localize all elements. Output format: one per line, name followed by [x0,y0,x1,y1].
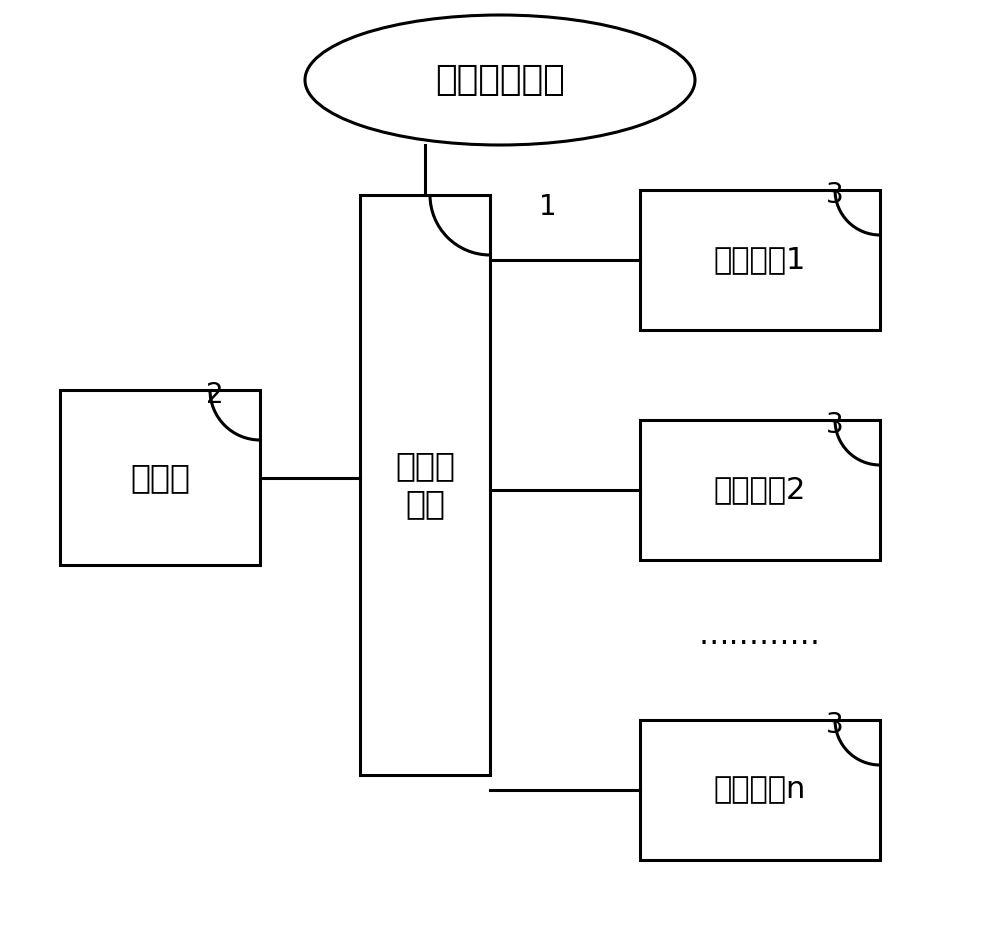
Text: 2: 2 [206,381,224,409]
Text: 测试设备1: 测试设备1 [714,245,806,274]
Text: 测试设备n: 测试设备n [714,775,806,804]
Text: 3: 3 [826,711,844,739]
Text: …………: ………… [699,620,821,649]
Text: 待测汽车总线: 待测汽车总线 [435,63,565,97]
Text: 1: 1 [539,193,557,221]
Text: 上位机: 上位机 [130,461,190,494]
Text: 电路负
载箱: 电路负 载箱 [395,450,455,521]
Text: 3: 3 [826,411,844,439]
Bar [640,420,880,560]
Bar [640,190,880,330]
Bar [640,720,880,860]
Bar [60,390,260,565]
Bar [360,195,490,775]
Text: 3: 3 [826,181,844,209]
Text: 测试设备2: 测试设备2 [714,476,806,505]
